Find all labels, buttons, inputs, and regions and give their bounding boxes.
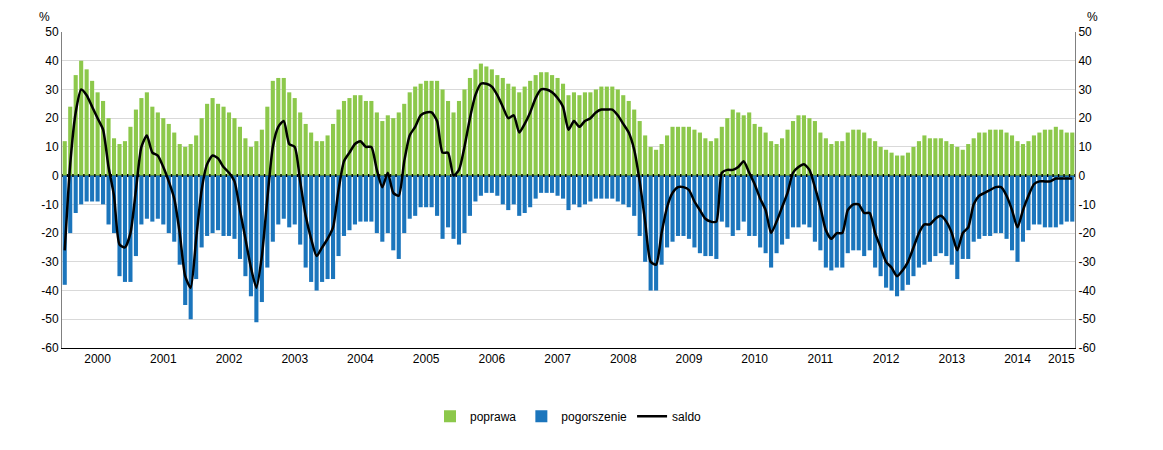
svg-text:50: 50 [1078,25,1092,39]
svg-text:2001: 2001 [150,352,177,366]
svg-text:poprawa: poprawa [470,410,516,424]
svg-text:10: 10 [45,140,59,154]
svg-text:-40: -40 [41,284,59,298]
svg-text:0: 0 [1078,169,1085,183]
svg-text:-30: -30 [1078,255,1096,269]
svg-text:-50: -50 [1078,312,1096,326]
svg-text:-50: -50 [41,312,59,326]
svg-text:0: 0 [52,169,59,183]
svg-text:2012: 2012 [873,352,900,366]
svg-text:2006: 2006 [478,352,505,366]
svg-text:-60: -60 [41,341,59,355]
svg-text:2010: 2010 [741,352,768,366]
svg-text:-20: -20 [41,226,59,240]
svg-text:2003: 2003 [281,352,308,366]
svg-text:%: % [39,10,50,24]
svg-text:2005: 2005 [413,352,440,366]
svg-text:-10: -10 [41,198,59,212]
svg-text:30: 30 [45,83,59,97]
svg-text:2015: 2015 [1048,352,1075,366]
svg-text:pogorszenie: pogorszenie [561,410,627,424]
svg-text:%: % [1087,10,1098,24]
svg-text:2009: 2009 [676,352,703,366]
svg-text:2008: 2008 [610,352,637,366]
svg-text:2014: 2014 [1004,352,1031,366]
svg-text:-30: -30 [41,255,59,269]
svg-text:-20: -20 [1078,226,1096,240]
svg-text:2000: 2000 [84,352,111,366]
svg-text:10: 10 [1078,140,1092,154]
svg-text:2007: 2007 [544,352,571,366]
svg-text:40: 40 [1078,54,1092,68]
svg-text:-10: -10 [1078,198,1096,212]
svg-text:2013: 2013 [938,352,965,366]
svg-text:30: 30 [1078,83,1092,97]
svg-text:-40: -40 [1078,284,1096,298]
svg-text:20: 20 [1078,111,1092,125]
svg-text:40: 40 [45,54,59,68]
svg-text:saldo: saldo [672,410,701,424]
svg-text:50: 50 [45,25,59,39]
svg-text:2004: 2004 [347,352,374,366]
svg-text:2011: 2011 [807,352,833,366]
svg-text:2002: 2002 [216,352,243,366]
svg-text:-60: -60 [1078,341,1096,355]
svg-text:20: 20 [45,111,59,125]
